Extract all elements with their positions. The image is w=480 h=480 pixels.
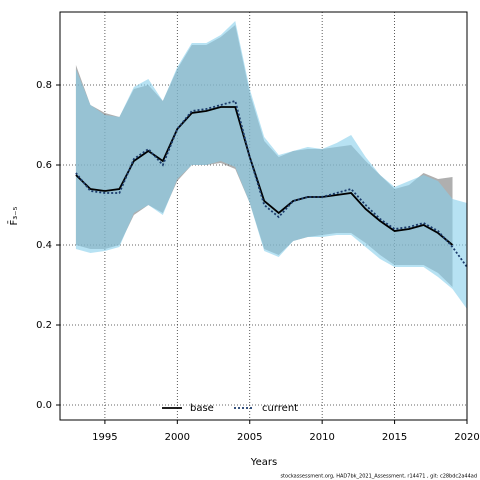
x-tick-label: 2005: [237, 432, 262, 443]
y-tick-label: 0.4: [36, 240, 52, 251]
x-tick-label: 2010: [309, 432, 334, 443]
x-tick-label: 2000: [165, 432, 190, 443]
y-tick-label: 0.0: [36, 400, 52, 411]
y-tick-label: 0.6: [36, 160, 52, 171]
plot-frame: [59, 11, 468, 421]
legend-label: base: [190, 403, 214, 414]
x-tick-label: 1995: [92, 432, 117, 443]
x-tick-label: 2020: [454, 432, 479, 443]
line: [75, 106, 454, 246]
footer: stockassessment.org, HAD7bk_2021_Assessm…: [280, 474, 477, 480]
y-tick-label: 0.8: [36, 80, 52, 91]
x-axis-label: Years: [250, 457, 277, 468]
line: [75, 99, 468, 268]
y-axis-label: F̄₃₋₅: [7, 206, 20, 225]
confidence-band: [75, 21, 468, 309]
x-tick-label: 2015: [382, 432, 407, 443]
y-tick-label: 0.2: [36, 320, 52, 331]
legend-label: current: [262, 403, 298, 414]
